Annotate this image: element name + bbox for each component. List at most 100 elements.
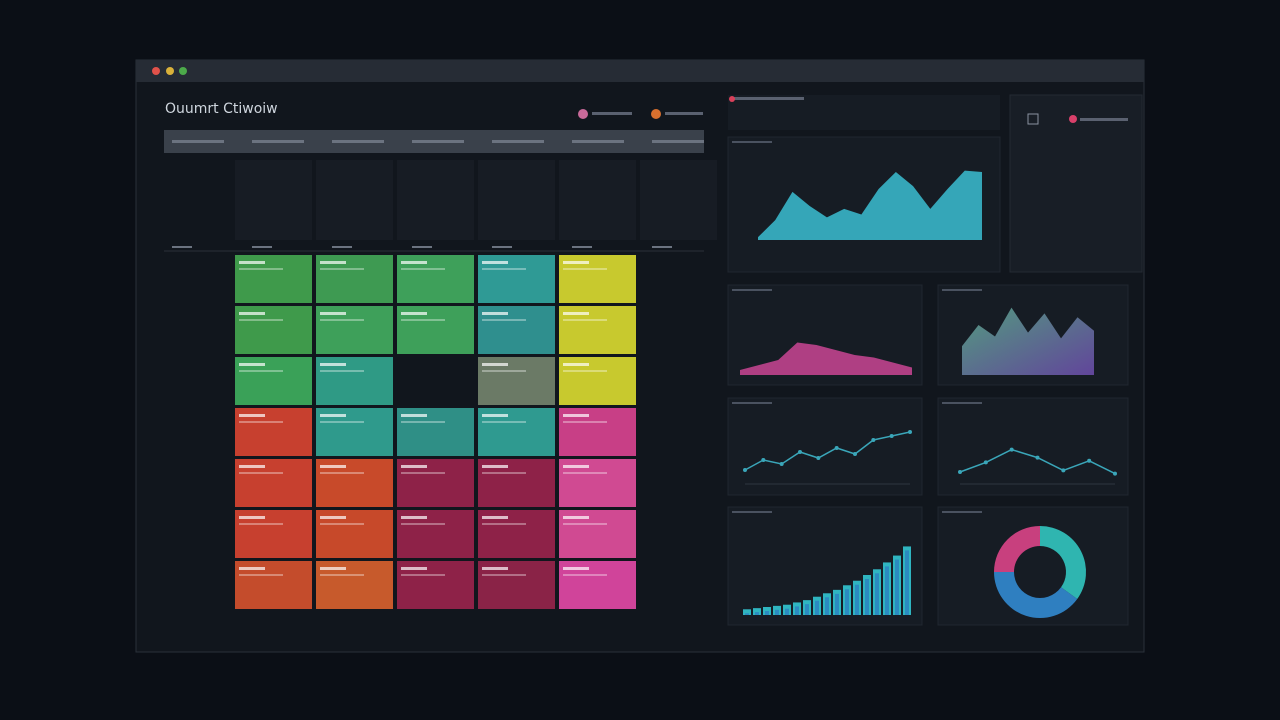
bar <box>753 608 761 615</box>
cell-text <box>320 421 364 423</box>
header-text <box>172 140 224 143</box>
cell-text <box>563 516 589 519</box>
point <box>834 446 839 450</box>
point <box>871 438 876 442</box>
placeholder <box>640 160 717 240</box>
cell-text <box>239 574 283 576</box>
cell-text <box>320 370 364 372</box>
bar-inner <box>755 612 759 615</box>
day-label <box>252 246 272 248</box>
day-label <box>572 246 592 248</box>
donut-segment <box>994 572 1078 618</box>
charts <box>727 136 1129 626</box>
point <box>1009 447 1014 452</box>
panel-title <box>942 511 982 513</box>
cell-text <box>320 363 346 366</box>
placeholder <box>478 160 555 240</box>
cell-text <box>320 319 364 321</box>
cell-text <box>482 516 508 519</box>
point <box>1035 455 1040 460</box>
day-label <box>172 246 192 248</box>
cell-text <box>401 261 427 264</box>
placeholder <box>316 160 393 240</box>
cell-text <box>482 363 508 366</box>
cell-text <box>239 523 283 525</box>
cell-text <box>482 319 526 321</box>
header-text <box>652 140 704 143</box>
bar-inner <box>825 597 829 615</box>
placeholder <box>397 160 474 240</box>
calendar <box>164 140 717 609</box>
point <box>798 450 802 454</box>
bar-inner <box>905 550 909 615</box>
day-label <box>412 246 432 248</box>
header-text <box>412 140 464 143</box>
cell-text <box>239 516 265 519</box>
cell-text <box>320 312 346 315</box>
point <box>853 452 857 456</box>
point <box>779 462 784 466</box>
cell-text <box>239 370 283 372</box>
header-text <box>572 140 624 143</box>
point <box>743 468 747 472</box>
legend-dot <box>578 109 588 119</box>
area <box>740 342 912 375</box>
page-title: Ouumrt Ctiwoiw <box>165 101 278 117</box>
side-icon[interactable] <box>1027 113 1039 125</box>
cell-text <box>563 261 589 264</box>
donut-segment <box>994 526 1040 572</box>
cell-text <box>401 567 427 570</box>
cell-text <box>482 261 508 264</box>
point <box>1061 468 1066 473</box>
placeholder <box>559 160 636 240</box>
cell-text <box>563 312 589 315</box>
day-label <box>652 246 672 248</box>
legend-text <box>665 112 703 115</box>
point <box>1113 471 1117 476</box>
cell-text <box>482 574 526 576</box>
bar-inner <box>765 611 769 615</box>
cell-text <box>482 370 526 372</box>
point <box>983 460 988 465</box>
header-text <box>492 140 544 143</box>
point <box>889 434 894 438</box>
panel-title <box>732 289 772 291</box>
toolbar-text <box>734 97 804 100</box>
bar <box>743 609 751 615</box>
day-label <box>332 246 352 248</box>
cell-text <box>320 523 364 525</box>
chart-panel <box>727 397 923 496</box>
cell-text <box>320 574 364 576</box>
point <box>908 430 912 434</box>
cell-text <box>239 567 265 570</box>
minimize-button[interactable] <box>166 67 174 75</box>
placeholder <box>235 160 312 240</box>
cell-text <box>401 421 445 423</box>
cell-text <box>239 363 265 366</box>
bar-inner <box>865 579 869 615</box>
title-bar <box>136 60 1144 82</box>
cell-text <box>401 312 427 315</box>
cell-text <box>563 574 607 576</box>
cell-text <box>239 421 283 423</box>
panel-title <box>942 289 982 291</box>
toolbar <box>728 95 1000 130</box>
cell-text <box>563 421 607 423</box>
close-button[interactable] <box>152 67 160 75</box>
cell-text <box>239 472 283 474</box>
point <box>958 470 962 474</box>
bar-inner <box>775 609 779 615</box>
cell-text <box>239 319 283 321</box>
cell-text <box>320 268 364 270</box>
status-dot <box>729 96 735 102</box>
header-text <box>332 140 384 143</box>
cell-text <box>482 567 508 570</box>
cell-text <box>239 465 265 468</box>
cell-text <box>401 414 427 417</box>
bar-inner <box>875 573 879 615</box>
bar-inner <box>845 589 849 615</box>
side-dot <box>1069 115 1077 123</box>
maximize-button[interactable] <box>179 67 187 75</box>
cell-text <box>239 312 265 315</box>
